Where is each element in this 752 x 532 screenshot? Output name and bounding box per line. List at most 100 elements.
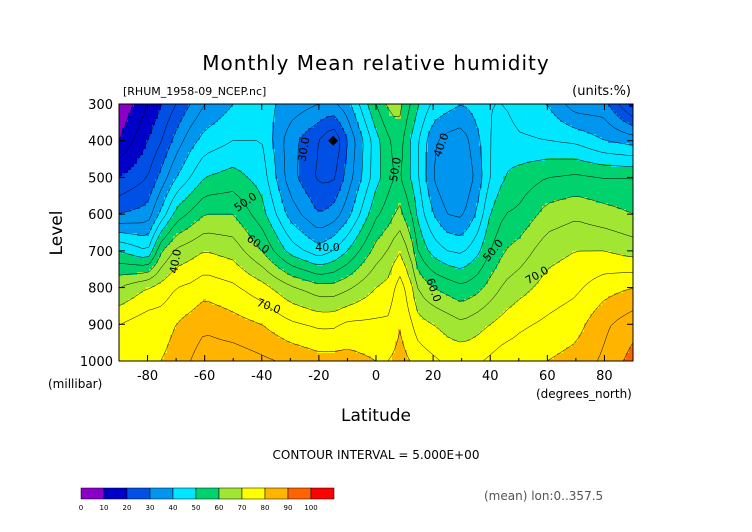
field-cell xyxy=(143,170,147,174)
field-cell xyxy=(284,278,288,282)
field-cell xyxy=(275,341,279,345)
field-cell xyxy=(218,188,222,192)
field-cell xyxy=(152,284,156,288)
field-cell xyxy=(206,218,210,222)
field-cell xyxy=(128,182,132,186)
field-cell xyxy=(173,152,177,156)
field-cell xyxy=(287,317,291,321)
field-cell xyxy=(245,164,249,168)
field-cell xyxy=(188,254,192,258)
field-cell xyxy=(158,203,162,207)
field-cell xyxy=(242,314,246,318)
field-cell xyxy=(221,299,225,303)
field-cell xyxy=(179,152,183,156)
field-cell xyxy=(173,161,177,165)
field-cell xyxy=(149,290,153,294)
field-cell xyxy=(257,191,261,195)
field-cell xyxy=(245,239,249,243)
field-cell xyxy=(170,293,174,297)
field-cell xyxy=(119,119,123,123)
field-cell xyxy=(182,143,186,147)
field-cell xyxy=(239,332,243,336)
field-cell xyxy=(179,329,183,333)
field-cell xyxy=(164,131,168,135)
field-cell xyxy=(203,128,207,132)
field-cell xyxy=(242,116,246,120)
field-cell xyxy=(194,266,198,270)
field-cell xyxy=(230,191,234,195)
field-cell xyxy=(251,323,255,327)
field-cell xyxy=(263,260,267,264)
field-cell xyxy=(164,242,168,246)
field-cell xyxy=(188,110,192,114)
field-cell xyxy=(284,269,288,273)
field-cell xyxy=(152,110,156,114)
field-cell xyxy=(143,275,147,279)
field-cell xyxy=(158,227,162,231)
field-cell xyxy=(215,272,219,276)
field-cell xyxy=(143,269,147,273)
field-cell xyxy=(227,323,231,327)
field-cell xyxy=(257,248,261,252)
field-cell xyxy=(152,317,156,321)
field-cell xyxy=(128,224,132,228)
field-cell xyxy=(248,239,252,243)
field-cell xyxy=(266,152,270,156)
field-cell xyxy=(188,185,192,189)
field-cell xyxy=(272,206,276,210)
field-cell xyxy=(269,194,273,198)
field-cell xyxy=(218,317,222,321)
field-cell xyxy=(119,260,123,264)
field-cell xyxy=(179,179,183,183)
field-cell xyxy=(170,233,174,237)
field-cell xyxy=(194,179,198,183)
field-cell xyxy=(218,275,222,279)
field-cell xyxy=(188,233,192,237)
field-cell xyxy=(221,113,225,117)
field-cell xyxy=(284,188,288,192)
field-cell xyxy=(203,242,207,246)
field-cell xyxy=(188,206,192,210)
field-cell xyxy=(140,140,144,144)
field-cell xyxy=(164,254,168,258)
field-cell xyxy=(230,146,234,150)
field-cell xyxy=(227,269,231,273)
field-cell xyxy=(170,320,174,324)
field-cell xyxy=(275,248,279,252)
field-cell xyxy=(164,317,168,321)
field-cell xyxy=(287,311,291,315)
field-cell xyxy=(131,185,135,189)
field-cell xyxy=(182,209,186,213)
field-cell xyxy=(275,242,279,246)
field-cell xyxy=(278,179,282,183)
field-cell xyxy=(284,248,288,252)
field-cell xyxy=(251,131,255,135)
field-cell xyxy=(176,107,180,111)
field-cell xyxy=(143,185,147,189)
field-cell xyxy=(188,317,192,321)
field-cell xyxy=(242,158,246,162)
field-cell xyxy=(275,188,279,192)
field-cell xyxy=(203,308,207,312)
field-cell xyxy=(284,332,288,336)
field-cell xyxy=(284,338,288,342)
field-cell xyxy=(134,173,138,177)
field-cell xyxy=(140,317,144,321)
field-cell xyxy=(185,272,189,276)
field-cell xyxy=(290,305,294,309)
field-cell xyxy=(146,194,150,198)
field-cell xyxy=(131,332,135,336)
field-cell xyxy=(161,296,165,300)
field-cell xyxy=(242,350,246,354)
field-cell xyxy=(287,185,291,189)
field-cell xyxy=(236,335,240,339)
field-cell xyxy=(221,206,225,210)
field-cell xyxy=(281,221,285,225)
field-cell xyxy=(131,290,135,294)
field-cell xyxy=(122,335,126,339)
field-cell xyxy=(215,164,219,168)
field-cell xyxy=(143,173,147,177)
field-cell xyxy=(236,320,240,324)
field-cell xyxy=(218,107,222,111)
field-cell xyxy=(206,293,210,297)
